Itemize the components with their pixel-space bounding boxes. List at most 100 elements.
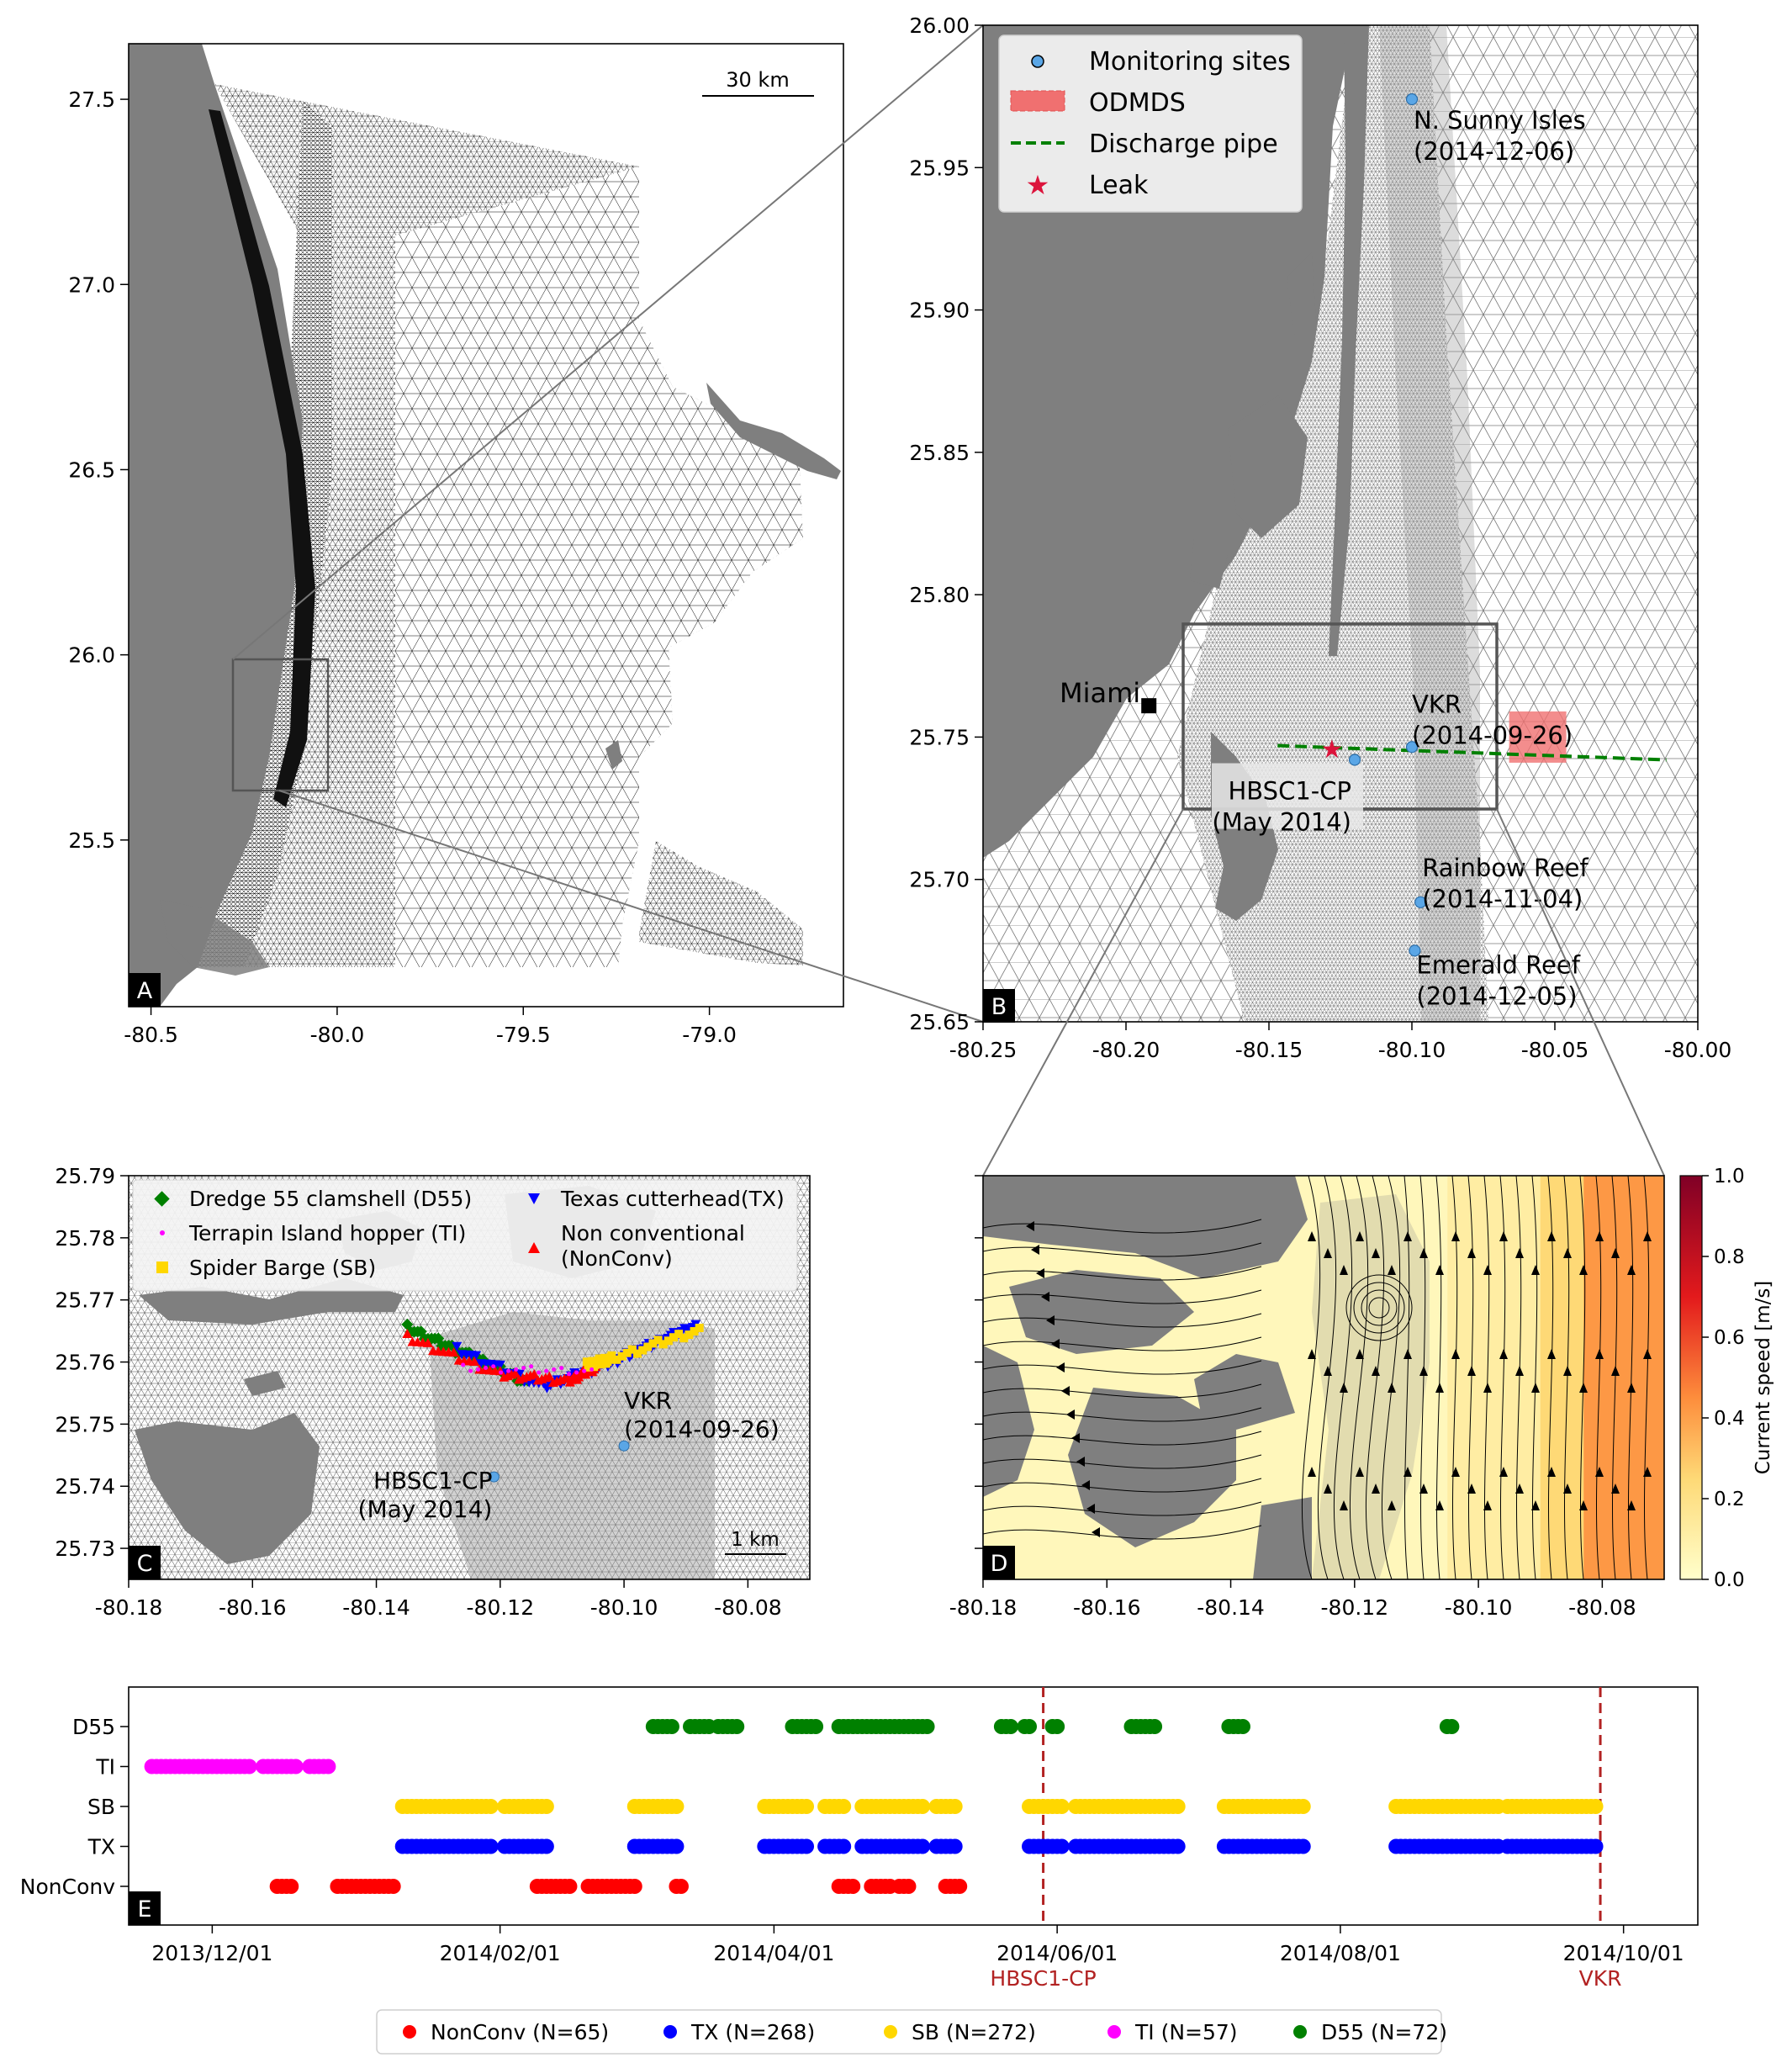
streamline-arrow <box>1066 1410 1075 1420</box>
streamline-arrow <box>1467 1366 1476 1376</box>
site-date-label: (2014-11-04) <box>1422 885 1583 913</box>
xtick-label: -80.15 <box>1235 1038 1303 1062</box>
zoom-line-a-bottom <box>278 790 984 1023</box>
xtick-label: -80.10 <box>590 1595 658 1620</box>
sb-point <box>607 1351 616 1360</box>
ti-point <box>567 1372 572 1377</box>
streamline-arrow <box>1356 1349 1364 1359</box>
xtick-label: -80.20 <box>1092 1038 1160 1062</box>
land-d-2 <box>1009 1270 1194 1354</box>
streamline-arrow <box>1611 1248 1620 1258</box>
discharge-pipe <box>1277 743 1667 762</box>
streamline-arrow <box>1547 1349 1556 1359</box>
legend-pipe: Discharge pipe <box>1089 130 1278 159</box>
streamline <box>1419 1176 1426 1579</box>
nonconv-event-point <box>673 1879 689 1894</box>
sb-point <box>685 1330 694 1340</box>
ytick-label: 25.73 <box>55 1536 115 1561</box>
streamline-arrow <box>1547 1467 1556 1477</box>
streamline-arrow <box>1515 1484 1524 1494</box>
category-label: TX <box>87 1835 115 1859</box>
legend-nonconv-marker <box>528 1242 540 1253</box>
sb-point <box>633 1349 642 1358</box>
legend-e-nonconv: NonConv (N=65) <box>431 2020 609 2044</box>
ti-point <box>537 1370 542 1375</box>
ytick-label: 25.5 <box>68 828 115 853</box>
streamline-arrow <box>1627 1500 1636 1510</box>
nonconv-point <box>422 1337 433 1347</box>
monitoring-site-marker <box>488 1471 500 1483</box>
streamline-arrow <box>1056 1362 1065 1372</box>
streamline-arrow <box>1483 1383 1492 1393</box>
mesh-coarse-offshore-a <box>395 167 803 967</box>
monitoring-site-marker <box>1348 754 1361 766</box>
streamline-arrow <box>1467 1248 1476 1258</box>
streamlines-d <box>983 1176 1652 1579</box>
monitoring-site-marker <box>618 1440 630 1452</box>
streamline-arrow <box>1308 1231 1316 1241</box>
xtick-label: -80.00 <box>1664 1038 1732 1062</box>
tx-event-point <box>483 1838 499 1854</box>
xtick-label: -80.12 <box>1321 1595 1389 1620</box>
streamline-arrow <box>1372 1366 1380 1376</box>
monitoring-site-marker <box>1405 741 1419 754</box>
tx-event-point <box>947 1838 963 1854</box>
streamline <box>983 1383 1262 1399</box>
streamline-arrow <box>1403 1349 1412 1359</box>
eddy-streamline <box>1368 1297 1390 1319</box>
streamline-arrow <box>1563 1248 1572 1258</box>
colorbar <box>1679 1175 1703 1580</box>
streamline <box>983 1360 1262 1375</box>
streamline-arrow <box>1308 1349 1316 1359</box>
speed-band <box>1583 1176 1664 1579</box>
streamline-arrow <box>1467 1484 1476 1494</box>
streamline-arrow <box>1092 1527 1100 1537</box>
d55-event-point <box>1444 1719 1460 1734</box>
xtick-label: -80.0 <box>310 1023 365 1047</box>
streamline-arrow <box>1531 1500 1540 1510</box>
scale-bar-c-label: 1 km <box>731 1529 780 1551</box>
ytick-label: 25.76 <box>55 1351 115 1375</box>
timeline-points-e <box>144 1719 1604 1894</box>
tx-event-point <box>799 1838 815 1854</box>
panel-d: -80.18 -80.16 -80.14 -80.12 -80.10 -80.08 0.0… <box>949 1166 1774 1620</box>
legend-ti-marker <box>160 1230 165 1235</box>
streamline-arrow <box>1340 1383 1348 1393</box>
streamline-arrow <box>1595 1467 1604 1477</box>
ytick-label: 25.80 <box>909 583 970 607</box>
sb-point <box>627 1345 637 1354</box>
streamline-arrow <box>1563 1366 1572 1376</box>
colorbar-tick-label: 0.6 <box>1714 1327 1745 1349</box>
streamline-arrow <box>1372 1248 1380 1258</box>
tx-event-point <box>538 1838 554 1854</box>
legend-odmds: ODMDS <box>1089 88 1186 118</box>
legend-c: Dredge 55 clamshell (D55) Terrapin Islan… <box>132 1179 798 1292</box>
site-name-label: VKR <box>624 1387 672 1415</box>
nonconv-event-point <box>626 1879 642 1894</box>
site-date-label: (2014-09-26) <box>624 1415 780 1443</box>
streamline-arrow <box>1388 1383 1396 1393</box>
legend-tx: Texas cutterhead(TX) <box>560 1187 785 1211</box>
d55-event-point <box>919 1719 935 1734</box>
legend-nonconv: Non conventional <box>561 1221 745 1246</box>
sb-event-point <box>915 1799 931 1814</box>
panel-b-label-box <box>983 989 1015 1023</box>
tx-event-point <box>1054 1838 1070 1854</box>
nonconv-point <box>510 1367 521 1378</box>
streamline-arrow <box>1419 1484 1428 1494</box>
eddy-streamline <box>1353 1282 1405 1334</box>
colorbar-tick-label: 0.4 <box>1714 1408 1745 1430</box>
streamline-arrow <box>1031 1245 1039 1255</box>
nonconv-point <box>448 1347 459 1357</box>
streamline <box>1467 1176 1474 1579</box>
ytick-label: 25.90 <box>909 299 970 323</box>
streamline-arrow <box>1041 1292 1049 1302</box>
streamline <box>983 1242 1262 1257</box>
sb-point <box>638 1346 648 1355</box>
streamline-arrow <box>1403 1231 1412 1241</box>
tx-point <box>471 1351 482 1361</box>
streamline-arrow <box>1340 1265 1348 1275</box>
sb-event-point <box>1295 1799 1311 1814</box>
land-mainland-b <box>983 25 1354 858</box>
